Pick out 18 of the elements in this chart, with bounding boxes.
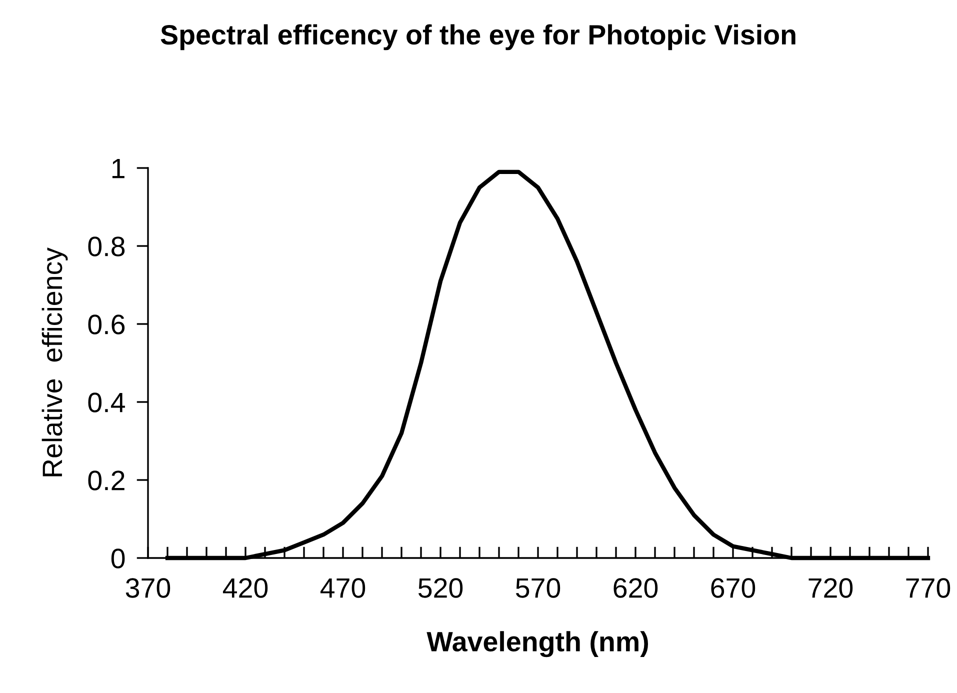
- x-tick-label: 520: [418, 578, 463, 598]
- x-tick-label: 420: [222, 578, 268, 598]
- y-tick-label: 0.6: [88, 314, 125, 334]
- y-tick-label: 0.4: [88, 392, 125, 412]
- y-tick-label: 0: [111, 548, 125, 568]
- x-tick-label: 770: [906, 578, 950, 598]
- x-tick-label: 620: [614, 578, 658, 598]
- y-tick-label: 0.2: [88, 470, 124, 490]
- y-tick-label: 1: [112, 158, 124, 178]
- chart-title: Spectral efficency of the eye for Photopic Vision: [160, 24, 796, 50]
- x-tick-label: 570: [516, 578, 560, 598]
- x-tick-label: 720: [808, 578, 853, 598]
- y-tick-label: 0.8: [88, 236, 125, 256]
- y-axis-title: Relative efficiency: [42, 248, 68, 476]
- x-tick-label: 470: [320, 578, 366, 598]
- x-tick-label: 370: [126, 578, 170, 598]
- x-tick-label: 670: [711, 578, 756, 598]
- x-axis-title: Wavelength (nm): [426, 631, 648, 658]
